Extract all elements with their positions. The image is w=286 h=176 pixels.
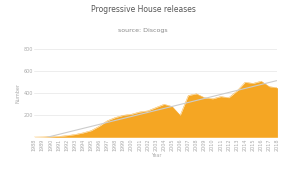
Y-axis label: Number: Number	[16, 83, 21, 103]
Text: source: Discogs: source: Discogs	[118, 28, 168, 33]
X-axis label: Year: Year	[151, 153, 161, 158]
Text: Progressive House releases: Progressive House releases	[91, 5, 195, 14]
